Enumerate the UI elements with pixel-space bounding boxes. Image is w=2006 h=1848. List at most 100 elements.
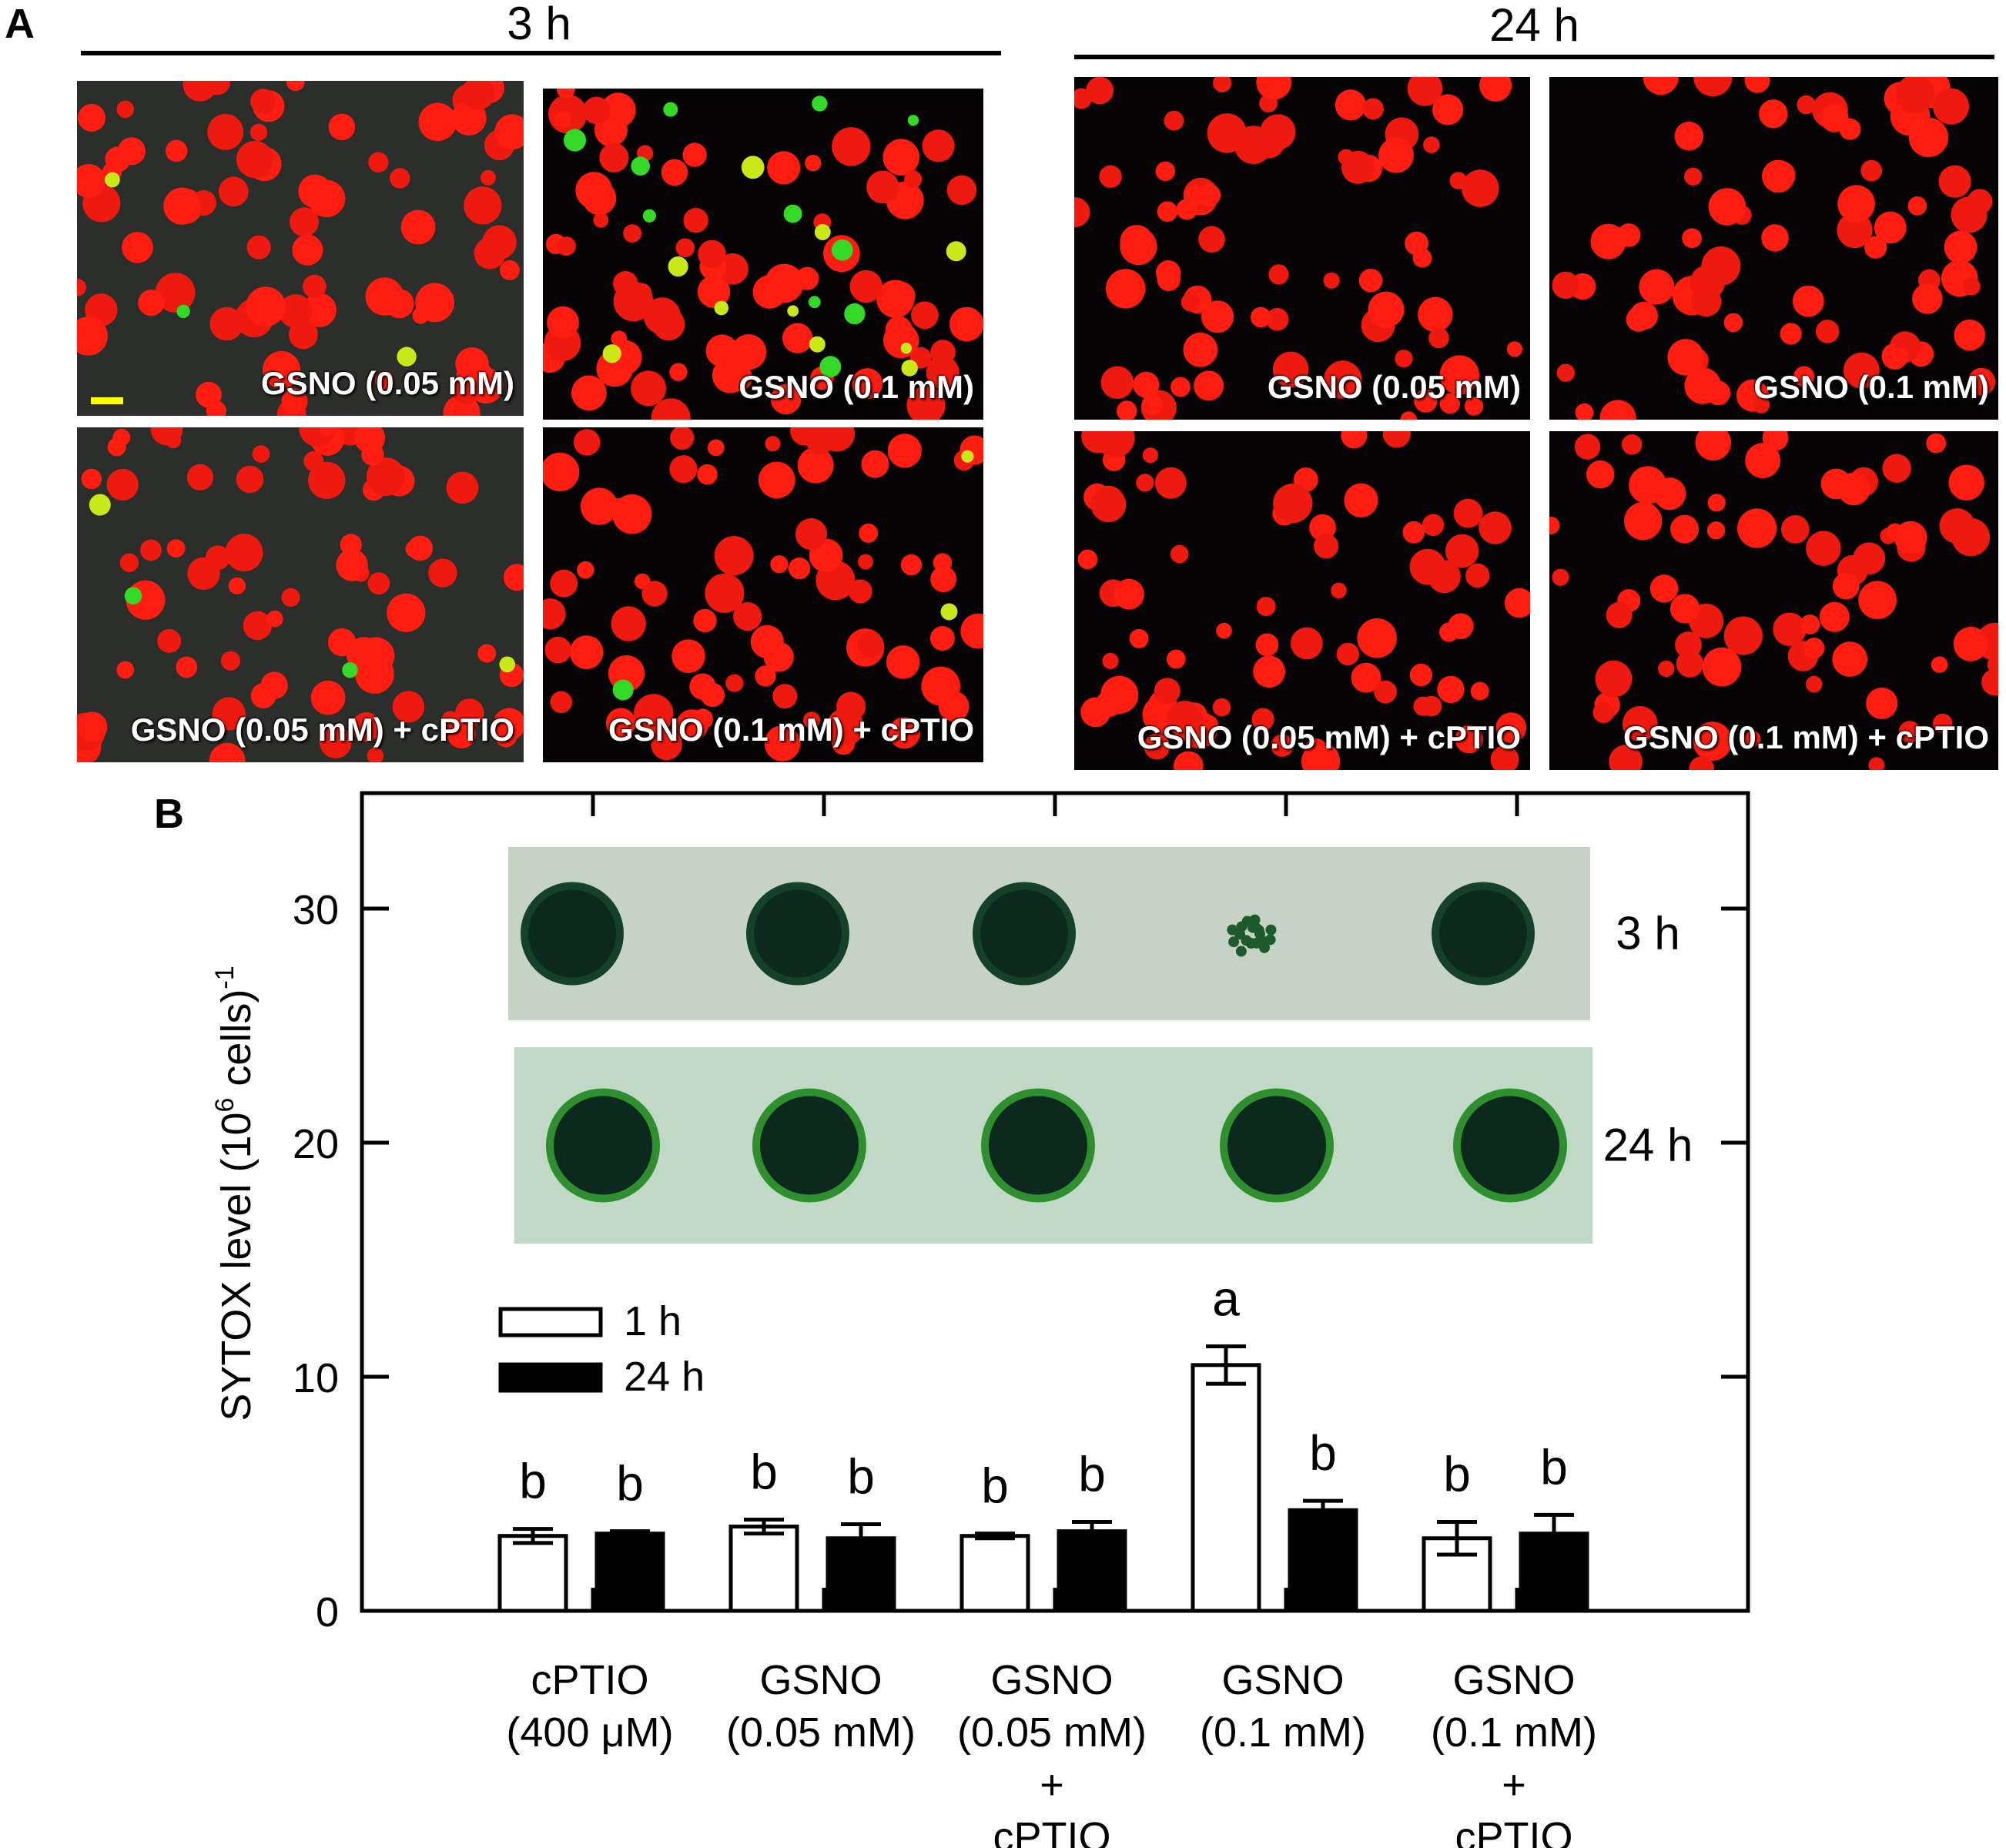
cell-field xyxy=(77,81,524,416)
red-cell xyxy=(1090,487,1127,523)
red-cell xyxy=(1629,301,1658,330)
micrograph-3h-4: GSNO (0.1 mM) + cPTIO xyxy=(543,427,983,762)
red-cell xyxy=(461,81,495,110)
red-cell xyxy=(675,238,695,258)
red-cell xyxy=(1693,721,1733,761)
red-cell xyxy=(288,320,318,350)
red-cell xyxy=(1323,272,1340,289)
red-cell xyxy=(1407,77,1443,106)
red-cell xyxy=(1549,516,1560,534)
micrograph-3h-2: GSNO (0.1 mM) xyxy=(543,89,983,420)
red-cell xyxy=(1465,563,1490,588)
red-cell xyxy=(303,274,327,299)
green-cell xyxy=(844,303,866,325)
red-cell xyxy=(392,691,425,723)
red-cell xyxy=(1256,77,1292,100)
red-cell xyxy=(651,398,691,420)
red-cell xyxy=(795,518,828,551)
red-cell xyxy=(795,266,819,290)
group-label-24h: 24 h xyxy=(1489,0,1579,51)
red-cell xyxy=(1099,165,1122,188)
red-cell xyxy=(682,142,707,167)
red-cell xyxy=(1314,534,1339,559)
red-cell xyxy=(612,494,652,534)
red-cell xyxy=(1667,339,1704,376)
red-cell xyxy=(1707,494,1726,512)
red-cell xyxy=(1265,308,1289,331)
red-cell xyxy=(1815,320,1840,343)
green-cell xyxy=(819,356,842,378)
red-cell xyxy=(1690,286,1722,317)
red-cell xyxy=(236,465,264,494)
y-axis-label-part: 6 xyxy=(210,1098,239,1113)
red-cell xyxy=(900,554,923,576)
scale-bar xyxy=(91,397,123,404)
red-cell xyxy=(1675,631,1702,658)
red-cell xyxy=(675,709,708,742)
red-cell xyxy=(246,286,286,326)
red-cell xyxy=(946,175,977,206)
significance-letter: b xyxy=(750,1444,778,1499)
red-cell xyxy=(569,635,604,669)
red-cell xyxy=(544,636,571,664)
red-cell xyxy=(77,279,87,296)
red-cell xyxy=(157,628,182,653)
red-cell xyxy=(1344,164,1361,182)
red-cell xyxy=(112,428,131,447)
red-cell xyxy=(1120,225,1154,259)
y-axis-label: SYTOX level (106 cells)-1 xyxy=(210,966,260,1421)
red-cell xyxy=(1213,77,1232,92)
red-cell xyxy=(1409,548,1446,585)
red-cell xyxy=(494,114,524,150)
red-cell xyxy=(797,447,834,484)
red-cell xyxy=(1344,483,1378,517)
red-cell xyxy=(763,641,794,672)
red-cell xyxy=(1866,687,1898,720)
red-cell xyxy=(281,588,300,607)
y-tick-label: 30 xyxy=(293,887,339,933)
x-category-label: GSNO xyxy=(1221,1657,1344,1703)
red-cell xyxy=(367,457,405,497)
significance-letter: b xyxy=(519,1454,547,1509)
green-cell xyxy=(342,662,358,678)
red-cell xyxy=(697,275,731,308)
red-cell xyxy=(328,113,356,141)
red-cell xyxy=(1464,397,1484,416)
significance-letter: a xyxy=(1212,1270,1240,1326)
red-cell xyxy=(755,665,776,687)
red-cell xyxy=(922,129,955,162)
red-cell xyxy=(206,400,226,416)
red-cell xyxy=(852,368,883,400)
red-cell xyxy=(1609,745,1643,770)
red-cell xyxy=(78,104,105,132)
red-cell xyxy=(1378,137,1414,173)
red-cell xyxy=(499,259,520,280)
spot-colony xyxy=(754,889,842,978)
red-cell xyxy=(1832,572,1860,600)
red-cell xyxy=(1682,228,1702,249)
green-cell xyxy=(961,450,974,463)
red-cell xyxy=(790,427,819,446)
red-cell xyxy=(1506,341,1522,357)
red-cell xyxy=(1448,613,1474,639)
red-cell xyxy=(929,626,955,651)
red-cell xyxy=(1184,185,1205,206)
red-cell xyxy=(1797,95,1816,115)
legend-swatch xyxy=(498,1362,603,1393)
micrograph-24h-3: GSNO (0.05 mM) + cPTIO xyxy=(1074,431,1530,770)
significance-letter: b xyxy=(847,1449,875,1505)
red-cell xyxy=(218,176,249,207)
red-cell xyxy=(464,186,502,225)
red-cell xyxy=(1106,269,1146,309)
red-cell xyxy=(788,557,811,580)
red-cell xyxy=(351,712,381,742)
red-cell xyxy=(286,81,305,92)
green-cell xyxy=(814,224,831,240)
red-cell xyxy=(1649,574,1679,603)
red-cell xyxy=(1136,474,1154,492)
red-cell xyxy=(1882,454,1911,483)
red-cell xyxy=(1793,366,1815,387)
micrograph-caption: GSNO (0.05 mM) + cPTIO xyxy=(130,711,514,748)
x-category-label: GSNO xyxy=(990,1657,1113,1703)
red-cell xyxy=(1251,708,1274,731)
